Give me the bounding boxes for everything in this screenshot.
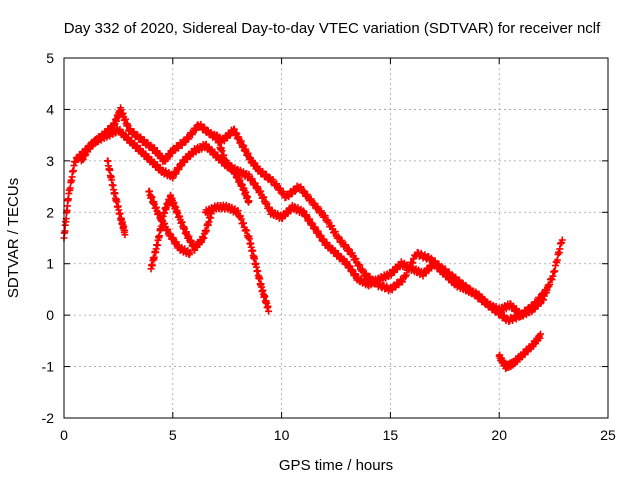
- data-point: [438, 262, 446, 270]
- data-point: [406, 263, 414, 271]
- data-point: [171, 147, 179, 155]
- data-point: [543, 286, 551, 294]
- x-tick-label: 20: [491, 427, 507, 443]
- data-point: [121, 231, 129, 239]
- y-axis-label: SDTVAR / TECUs: [5, 178, 22, 298]
- data-point: [533, 300, 541, 308]
- data-point: [558, 236, 566, 244]
- data-point: [409, 259, 417, 267]
- x-axis-label: GPS time / hours: [279, 457, 393, 474]
- data-point: [307, 195, 315, 203]
- y-tick-label: 5: [46, 50, 54, 66]
- y-tick-label: 4: [46, 101, 54, 117]
- data-point: [482, 298, 490, 306]
- data-point: [399, 278, 407, 286]
- data-point: [537, 330, 545, 338]
- y-tick-label: -2: [42, 410, 55, 426]
- data-point: [300, 187, 308, 195]
- data-point: [334, 233, 342, 241]
- data-point: [356, 261, 364, 269]
- data-point: [540, 290, 548, 298]
- data-point: [265, 307, 273, 315]
- data-point: [321, 212, 329, 220]
- data-point: [317, 207, 325, 215]
- data-point: [331, 228, 339, 236]
- series-track-8: [495, 330, 545, 373]
- data-point: [391, 283, 399, 291]
- data-point: [352, 255, 360, 263]
- data-point: [188, 131, 196, 139]
- x-tick-label: 10: [274, 427, 290, 443]
- x-axis: 0 5 10 15 20 25: [60, 58, 616, 443]
- grid: [64, 58, 608, 418]
- y-tick-label: 2: [46, 204, 54, 220]
- data-points: [60, 104, 566, 373]
- y-tick-label: 1: [46, 256, 54, 272]
- y-tick-label: 3: [46, 153, 54, 169]
- data-point: [328, 222, 336, 230]
- series-track-6: [201, 201, 273, 315]
- plot-frame: [63, 57, 609, 419]
- data-point: [342, 241, 350, 249]
- chart-title: Day 332 of 2020, Sidereal Day-to-day VTE…: [64, 20, 601, 37]
- data-point: [186, 248, 194, 256]
- data-point: [405, 266, 413, 274]
- x-tick-label: 25: [600, 427, 616, 443]
- x-tick-label: 5: [169, 427, 177, 443]
- series-track-1: [60, 125, 566, 321]
- series-track-4: [147, 191, 216, 273]
- x-tick-label: 0: [60, 427, 68, 443]
- data-point: [402, 271, 410, 279]
- y-axis: -2 -1 0 1 2 3 4 5: [42, 50, 608, 426]
- data-point: [369, 275, 377, 283]
- data-point: [61, 227, 69, 235]
- x-tick-label: 15: [383, 427, 399, 443]
- data-point: [245, 197, 253, 205]
- data-point: [297, 183, 305, 191]
- y-tick-label: -1: [42, 359, 55, 375]
- series-track-3: [104, 157, 129, 239]
- data-point: [448, 271, 456, 279]
- series-track-7: [212, 131, 253, 206]
- series-track-5: [145, 187, 194, 258]
- series-track-2: [77, 104, 551, 325]
- y-tick-label: 0: [46, 307, 54, 323]
- data-point: [273, 180, 281, 188]
